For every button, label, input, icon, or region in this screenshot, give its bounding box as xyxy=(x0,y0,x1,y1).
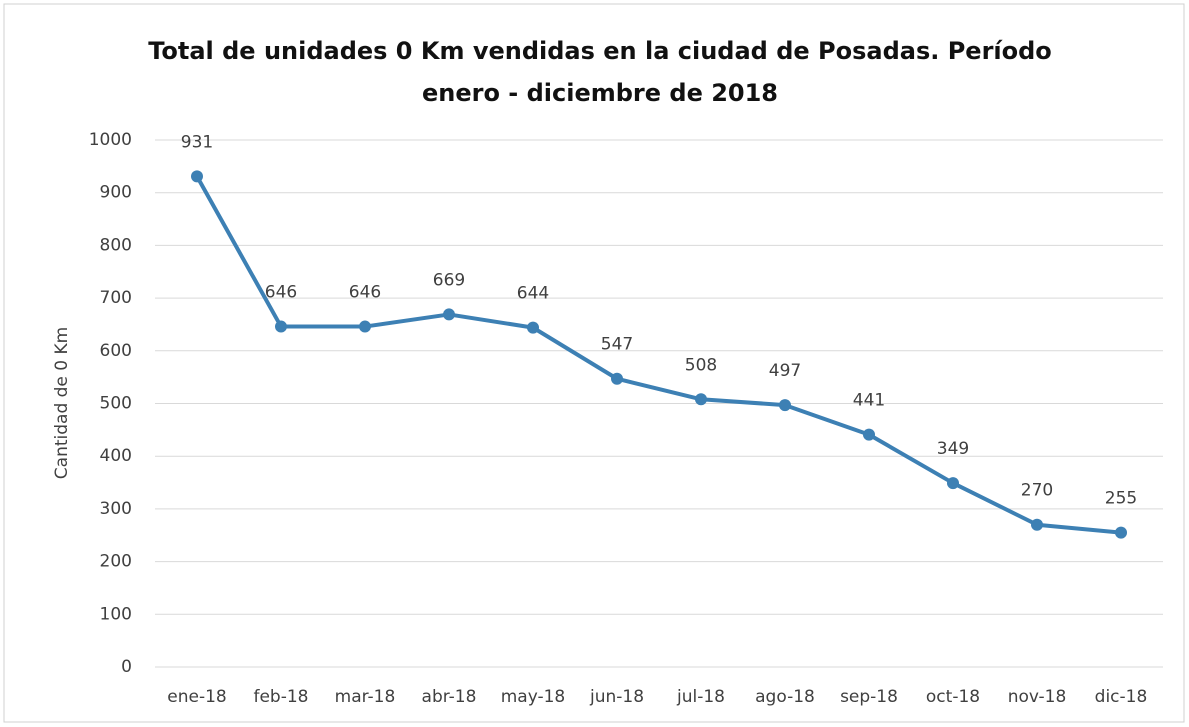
y-tick-label: 0 xyxy=(121,657,132,677)
data-label: 646 xyxy=(349,283,381,303)
data-label: 497 xyxy=(769,361,801,381)
data-label: 931 xyxy=(181,132,213,152)
x-tick-label: nov-18 xyxy=(1008,687,1067,707)
y-axis-label: Cantidad de 0 Km xyxy=(52,327,72,479)
y-tick-label: 100 xyxy=(100,604,132,624)
data-point xyxy=(191,170,203,183)
chart-border xyxy=(3,3,1185,723)
data-label: 441 xyxy=(853,391,885,411)
x-tick-label: oct-18 xyxy=(926,687,980,707)
y-tick-label: 1000 xyxy=(89,130,132,150)
x-tick-label: dic-18 xyxy=(1095,687,1148,707)
y-tick-label: 700 xyxy=(100,288,132,308)
x-tick-label: ago-18 xyxy=(755,687,815,707)
chart-title: Total de unidades 0 Km vendidas en la ci… xyxy=(148,37,1052,107)
data-point xyxy=(695,393,707,406)
data-point xyxy=(779,399,791,412)
data-label: 644 xyxy=(517,284,549,304)
data-point xyxy=(611,372,623,385)
data-label: 508 xyxy=(685,355,717,375)
data-point xyxy=(359,320,371,333)
data-label: 547 xyxy=(601,335,633,355)
x-tick-label: abr-18 xyxy=(422,687,477,707)
y-tick-label: 300 xyxy=(100,499,132,519)
data-point xyxy=(1031,518,1043,531)
data-label: 255 xyxy=(1105,489,1137,509)
x-tick-label: sep-18 xyxy=(840,687,898,707)
data-label: 646 xyxy=(265,283,297,303)
x-tick-label: jun-18 xyxy=(589,687,644,707)
y-tick-label: 900 xyxy=(100,183,132,203)
y-tick-label: 200 xyxy=(100,552,132,572)
data-point xyxy=(443,308,455,321)
data-label: 270 xyxy=(1021,481,1053,501)
data-point xyxy=(275,320,287,333)
data-line xyxy=(195,175,1122,535)
x-tick-label: jul-18 xyxy=(676,687,725,707)
data-point xyxy=(863,428,875,441)
data-label: 669 xyxy=(433,270,465,290)
y-tick-label: 500 xyxy=(100,394,132,414)
y-tick-label: 400 xyxy=(100,446,132,466)
data-point xyxy=(1115,526,1127,539)
x-tick-label: ene-18 xyxy=(167,687,226,707)
data-label: 349 xyxy=(937,439,969,459)
data-point xyxy=(527,321,539,334)
y-tick-label: 600 xyxy=(100,341,132,361)
y-tick-label: 800 xyxy=(100,235,132,255)
x-tick-label: may-18 xyxy=(501,687,566,707)
data-point xyxy=(947,477,959,490)
x-tick-label: mar-18 xyxy=(335,687,396,707)
x-tick-label: feb-18 xyxy=(253,687,308,707)
